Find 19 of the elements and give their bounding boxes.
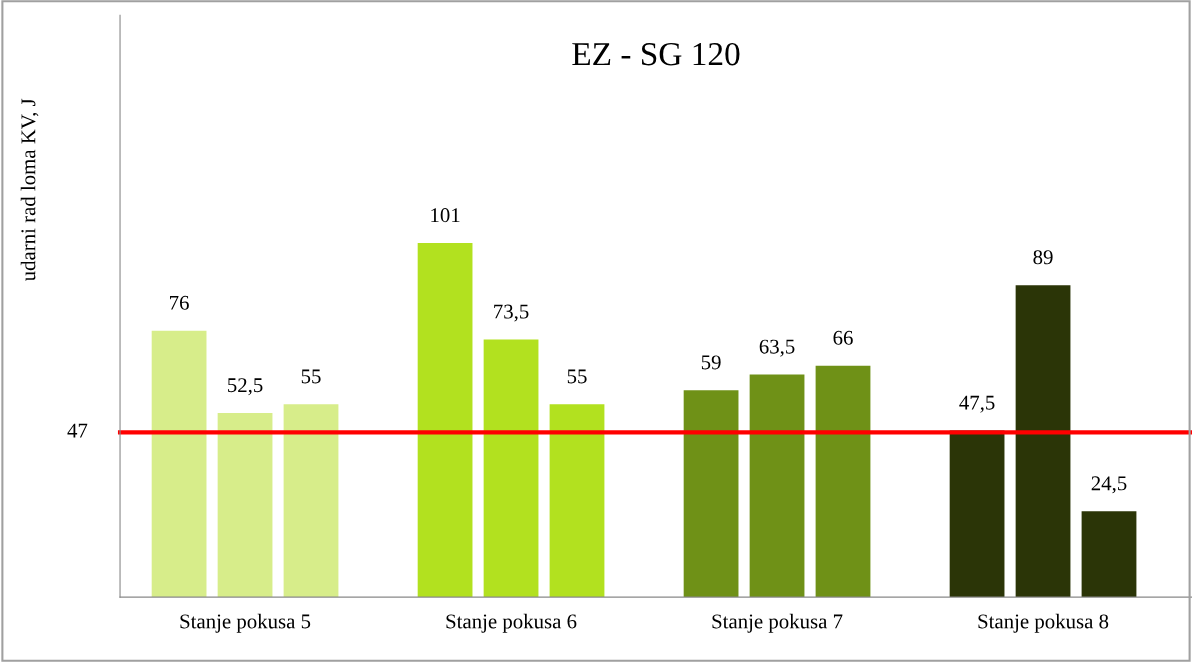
data-label: 55 [567, 369, 587, 384]
y-axis-title: udarni rad loma KV, J [20, 98, 39, 282]
ref-line-label: 47 [67, 423, 88, 438]
data-label: 47,5 [959, 395, 995, 413]
text: EZ - SG 120 [572, 42, 740, 66]
x-tick-label: Stanje pokusa 6 [446, 613, 577, 633]
data-label: 76 [170, 295, 189, 310]
data-label: 55 [301, 369, 321, 384]
x-tick-label: Stanje pokusa 7 [712, 613, 843, 633]
data-label: 24,5 [1091, 476, 1127, 494]
data-label: 66 [833, 330, 853, 345]
data-label: 89 [1033, 250, 1053, 265]
x-tick-label: Stanje pokusa 5 [180, 613, 311, 633]
data-label: 59 [701, 355, 721, 370]
data-label: 63,5 [759, 339, 795, 357]
data-label: 101 [431, 208, 460, 223]
data-label: 52,5 [228, 378, 263, 396]
x-tick-label: Stanje pokusa 8 [978, 613, 1109, 633]
data-label: 73,5 [494, 304, 529, 322]
